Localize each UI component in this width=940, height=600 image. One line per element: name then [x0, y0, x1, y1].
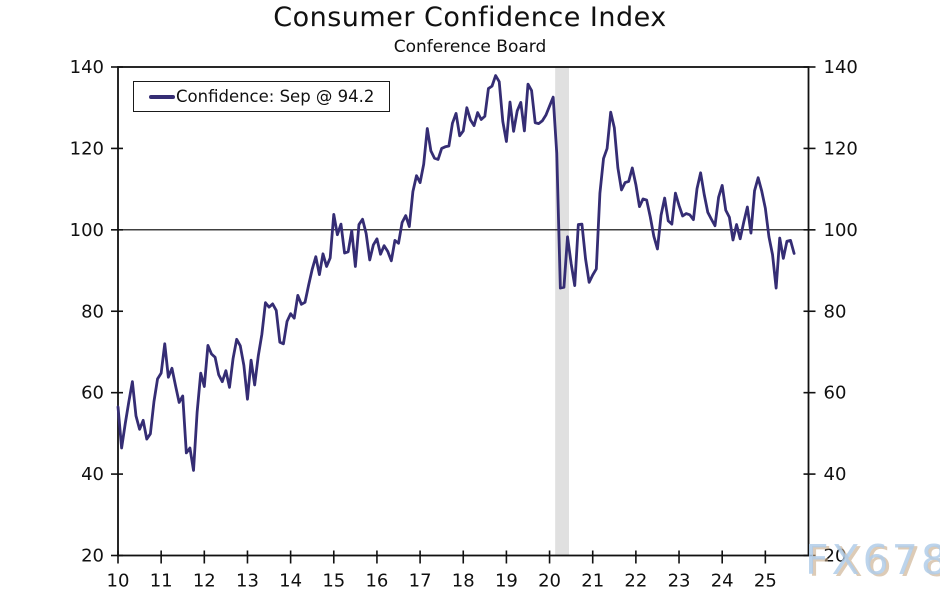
chart-subtitle: Conference Board — [393, 37, 547, 57]
x-axis-label: 15 — [322, 571, 345, 592]
y-axis-label-right: 60 — [824, 383, 847, 404]
y-axis-label-right: 140 — [824, 57, 858, 78]
y-axis-label-right: 120 — [824, 138, 858, 159]
y-axis-label-left: 60 — [81, 383, 104, 404]
x-axis-label: 11 — [150, 571, 173, 592]
x-axis-label: 18 — [452, 571, 475, 592]
x-axis-label: 16 — [365, 571, 388, 592]
y-axis-label-right: 40 — [824, 464, 847, 485]
x-axis-label: 20 — [538, 571, 561, 592]
x-axis-label: 21 — [581, 571, 604, 592]
x-axis-label: 14 — [279, 571, 302, 592]
x-axis-label: 25 — [754, 571, 777, 592]
y-axis-label-right: 100 — [824, 220, 858, 241]
y-axis-label-left: 100 — [70, 220, 104, 241]
y-axis-label-right: 80 — [824, 301, 847, 322]
confidence-line — [116, 74, 796, 472]
x-axis-label: 22 — [624, 571, 647, 592]
y-axis-label-left: 140 — [70, 57, 104, 78]
legend: Confidence: Sep @ 94.2 — [133, 81, 391, 112]
chart-title: Consumer Confidence Index — [273, 2, 667, 33]
x-axis-label: 13 — [236, 571, 259, 592]
x-axis-label: 10 — [107, 571, 130, 592]
y-axis-label-left: 80 — [81, 301, 104, 322]
y-axis-label-right: 20 — [824, 546, 847, 567]
x-axis-label: 12 — [193, 571, 216, 592]
legend-label: Confidence: Sep @ 94.2 — [176, 87, 375, 106]
y-axis-label-left: 40 — [81, 464, 104, 485]
plot-frame — [117, 66, 810, 557]
y-axis-label-left: 120 — [70, 138, 104, 159]
legend-line-swatch — [149, 94, 175, 99]
x-axis-label: 23 — [668, 571, 691, 592]
x-axis-label: 24 — [711, 571, 734, 592]
x-axis-label: 19 — [495, 571, 518, 592]
x-axis-label: 17 — [409, 571, 432, 592]
y-axis-label-left: 20 — [81, 546, 104, 567]
